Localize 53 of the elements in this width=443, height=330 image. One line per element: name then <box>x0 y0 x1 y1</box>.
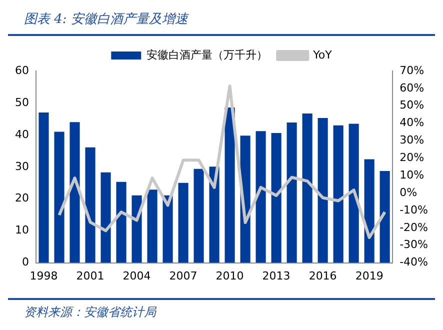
bar <box>224 107 235 263</box>
bar <box>100 172 111 263</box>
y2-tick-label: 10% <box>400 168 424 182</box>
y2-tick-label: -20% <box>400 220 428 234</box>
bar <box>302 114 312 263</box>
text: 资料来源：安徽省统计局 <box>8 298 435 321</box>
chart-title: 图表 4: 安徽白酒产量及增速 <box>8 8 435 36</box>
y-tick-label: 40 <box>14 128 29 141</box>
legend-label: YoY <box>312 48 332 62</box>
y2-tick-label: 0% <box>400 186 418 199</box>
bar <box>318 118 328 263</box>
bar <box>70 122 80 263</box>
bar <box>380 171 390 263</box>
x-tick-label: 1998 <box>30 269 58 282</box>
x-tick-label: 2019 <box>355 269 384 282</box>
bar <box>271 133 282 263</box>
y2-tick-label: 50% <box>400 98 424 112</box>
bar <box>178 182 188 263</box>
bar <box>333 125 344 263</box>
bar <box>132 195 142 263</box>
bar <box>38 112 49 263</box>
y2-tick-label: -30% <box>400 238 428 252</box>
x-tick-label: 2013 <box>262 269 290 282</box>
bar <box>54 132 64 263</box>
bar <box>364 159 374 263</box>
y-tick-label: 10 <box>14 224 29 237</box>
bar <box>348 124 359 263</box>
y2-tick-label: -10% <box>400 203 428 216</box>
bar <box>209 166 220 263</box>
y-tick-label: 20 <box>14 192 29 205</box>
x-tick-label: 2007 <box>169 269 198 282</box>
bar <box>194 168 204 263</box>
x-tick-label: 2016 <box>308 269 337 282</box>
y-tick-label: 50 <box>14 96 29 109</box>
y2-tick-label: -40% <box>400 256 428 269</box>
bar <box>256 131 266 263</box>
y2-tick-label: 60% <box>400 81 424 94</box>
x-tick-label: 2001 <box>76 269 104 282</box>
y-tick-label: 30 <box>14 160 29 173</box>
bar <box>116 182 126 263</box>
y2-tick-label: 40% <box>400 116 424 130</box>
y2-tick-label: 20% <box>400 151 424 164</box>
y-tick-label: 0 <box>22 256 29 269</box>
bar <box>286 122 297 263</box>
legend-label: 安徽白酒产量（万千升） <box>146 48 268 62</box>
y2-tick-label: 70% <box>400 64 424 77</box>
bar <box>85 147 96 263</box>
x-tick-label: 2004 <box>122 269 151 282</box>
bar <box>147 190 158 263</box>
bar <box>162 195 173 263</box>
y2-tick-label: 30% <box>400 134 424 147</box>
x-tick-label: 2010 <box>216 269 244 282</box>
y-tick-label: 60 <box>14 64 29 77</box>
